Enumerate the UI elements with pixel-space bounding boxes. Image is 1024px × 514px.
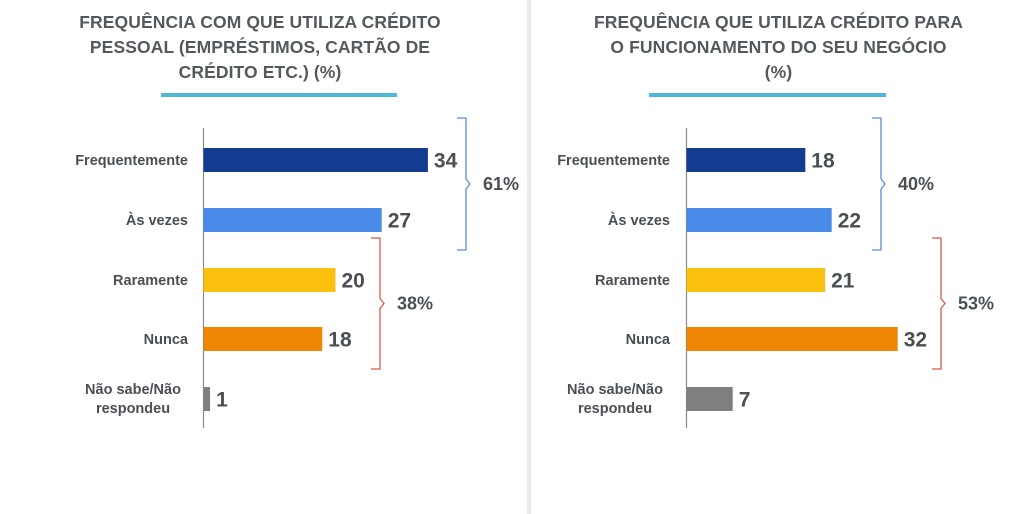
bar — [686, 327, 898, 351]
group-bracket — [371, 237, 385, 370]
chart-title-line: CRÉDITO ETC.) (%) — [178, 62, 342, 82]
category-label: Raramente — [113, 273, 188, 289]
data-label: 7 — [739, 389, 751, 412]
data-label: 21 — [831, 270, 855, 293]
bar — [686, 268, 826, 292]
bar — [203, 387, 211, 411]
data-label: 1 — [216, 389, 228, 412]
data-label: 18 — [811, 150, 835, 173]
chart-title-line: FREQUÊNCIA COM QUE UTILIZA CRÉDITO — [79, 12, 441, 32]
chart-title-line: FREQUÊNCIA QUE UTILIZA CRÉDITO PARA — [593, 12, 964, 32]
bar — [203, 327, 323, 351]
title-underline — [649, 93, 886, 97]
category-label: Às vezes — [608, 212, 670, 229]
category-label: Às vezes — [126, 212, 188, 229]
group-total-label: 38% — [397, 294, 433, 314]
chart-panel-right: FREQUÊNCIA QUE UTILIZA CRÉDITO PARA O FU… — [531, 0, 1024, 514]
bar — [203, 268, 336, 292]
chart-title-line: (%) — [764, 62, 793, 82]
chart-title-line: O FUNCIONAMENTO DO SEU NEGÓCIO — [610, 37, 947, 57]
data-label: 27 — [388, 210, 411, 233]
data-label: 32 — [904, 329, 927, 352]
group-bracket — [932, 237, 946, 370]
bar — [203, 148, 428, 172]
data-label: 20 — [342, 270, 365, 293]
chart-title-left: FREQUÊNCIA COM QUE UTILIZA CRÉDITO PESSO… — [40, 10, 480, 85]
group-total-label: 61% — [483, 174, 519, 194]
data-label: 22 — [838, 210, 861, 233]
data-label: 34 — [434, 150, 458, 173]
category-label: Nunca — [144, 332, 189, 348]
group-bracket — [457, 117, 471, 251]
bar — [686, 387, 733, 411]
category-label: Frequentemente — [75, 153, 188, 169]
category-label: Raramente — [595, 273, 670, 289]
category-label: Nunca — [626, 332, 671, 348]
group-total-label: 53% — [958, 294, 994, 314]
bar — [686, 148, 806, 172]
bar — [203, 208, 382, 232]
title-underline — [161, 93, 397, 97]
category-label: Frequentemente — [557, 153, 670, 169]
chart-panel-left: FREQUÊNCIA COM QUE UTILIZA CRÉDITO PESSO… — [0, 0, 527, 514]
category-label: Não sabe/Não respondeu — [567, 382, 663, 417]
group-bracket — [872, 117, 886, 251]
category-label: Não sabe/Não respondeu — [85, 382, 181, 417]
chart-title-line: PESSOAL (EMPRÉSTIMOS, CARTÃO DE — [89, 37, 431, 57]
data-label: 18 — [328, 329, 352, 352]
group-total-label: 40% — [898, 174, 934, 194]
chart-title-right: FREQUÊNCIA QUE UTILIZA CRÉDITO PARA O FU… — [541, 10, 1016, 85]
bar — [686, 208, 832, 232]
